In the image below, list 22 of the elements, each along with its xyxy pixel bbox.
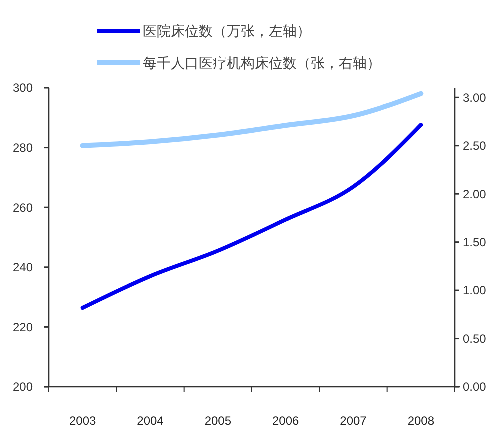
y2-tick-label: 1.50 (463, 236, 487, 250)
y-tick-label: 260 (12, 200, 34, 215)
x-tick-label: 2003 (69, 414, 97, 428)
x-tick-label: 2005 (204, 414, 232, 428)
y-tick-label: 240 (12, 260, 34, 275)
y2-tick-label: 1.00 (463, 284, 487, 298)
y2-tick-label: 3.00 (463, 90, 487, 105)
legend-label: 医院床位数（万张，左轴） (143, 22, 311, 39)
legend-label: 每千人口医疗机构床位数（张，右轴） (143, 54, 381, 71)
y2-tick-label: 2.50 (463, 139, 487, 154)
y2-tick-label: 0.00 (463, 380, 487, 394)
y-tick-label: 280 (12, 141, 34, 155)
line-series (80, 123, 424, 310)
y2-tick-label: 2.00 (463, 187, 487, 202)
x-tick-label: 2008 (408, 414, 435, 428)
y-tick-label: 220 (12, 320, 34, 334)
y-tick-label: 300 (12, 81, 34, 96)
x-tick-label: 2006 (272, 414, 300, 428)
x-tick-label: 2004 (137, 414, 164, 428)
y2-tick-label: 0.50 (463, 332, 487, 346)
y-tick-label: 200 (12, 380, 34, 394)
x-tick-label: 2007 (340, 414, 368, 428)
